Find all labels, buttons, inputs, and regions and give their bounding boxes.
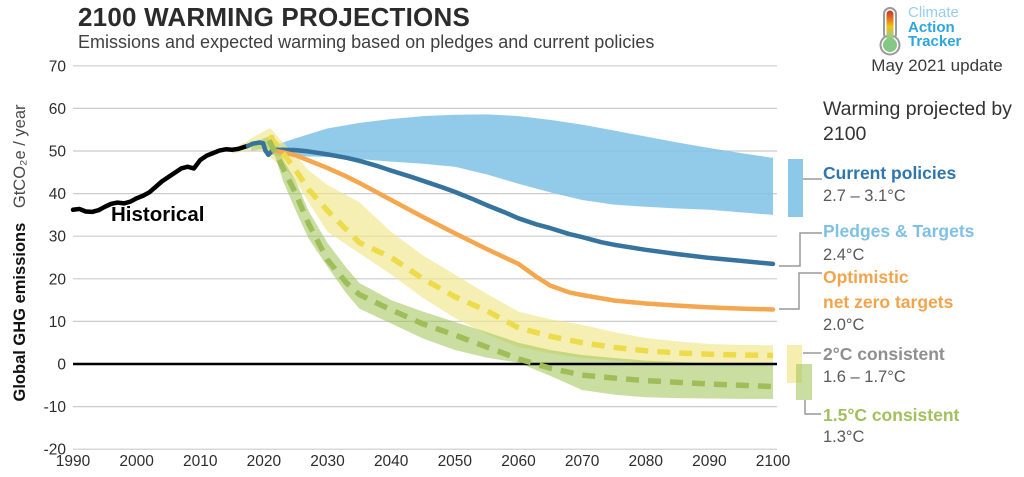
- svg-text:10: 10: [49, 314, 67, 331]
- legend-temp-2c-consistent: 1.6 – 1.7°C: [823, 368, 906, 386]
- svg-text:2040: 2040: [374, 453, 409, 470]
- line-optimistic: [271, 148, 776, 312]
- logo-word-action: Action: [908, 18, 955, 36]
- historical-series-label: Historical: [111, 203, 205, 226]
- y-axis-tick-labels: 70 60 50 40 30 20 10 0 -10 -20: [44, 58, 67, 458]
- conn-pledges: [779, 232, 822, 267]
- y-axis-title-bold: Global GHG emissions: [11, 222, 29, 402]
- svg-text:2100: 2100: [756, 453, 791, 470]
- conn-optimistic: [779, 272, 822, 310]
- svg-text:2020: 2020: [247, 453, 282, 470]
- legend-label-optimistic-line1: Optimistic: [823, 267, 909, 287]
- logo-wordmark: Climate Action Tracker: [908, 4, 962, 50]
- legend-label-15c-consistent: 1.5°C consistent: [823, 405, 960, 425]
- svg-text:70: 70: [49, 58, 67, 75]
- logo-word-climate: Climate: [908, 4, 959, 21]
- svg-text:2010: 2010: [183, 453, 218, 470]
- svg-text:2080: 2080: [628, 453, 663, 470]
- band-current-policies: [269, 114, 773, 215]
- line-15c: [266, 139, 774, 390]
- svg-text:30: 30: [49, 229, 67, 246]
- page-title: 2100 WARMING PROJECTIONS: [78, 2, 470, 32]
- legend-label-optimistic-line2: net zero targets: [823, 292, 954, 312]
- svg-text:40: 40: [49, 186, 67, 203]
- line-historical: [70, 143, 251, 215]
- thermometer-icon: [879, 7, 901, 56]
- legend-temp-15c-consistent: 1.3°C: [823, 428, 865, 446]
- logo-word-tracker: Tracker: [908, 33, 962, 50]
- legend-temp-pledges-targets: 2.4°C: [823, 246, 865, 264]
- legend-temp-current-policies: 2.7 – 3.1°C: [823, 187, 906, 205]
- svg-text:20: 20: [49, 271, 67, 288]
- x-axis-tick-labels: 1990 2000 2010 2020 2030 2040 2050 2060 2070 2080…: [56, 453, 791, 470]
- swatch-15c: [796, 364, 812, 400]
- svg-text:2090: 2090: [692, 453, 727, 470]
- legend-label-current-policies: Current policies: [823, 163, 957, 183]
- y-axis-title: Global GHG emissions GtCO₂e / year: [11, 53, 31, 453]
- update-date: May 2021 update: [871, 56, 1003, 75]
- svg-text:-10: -10: [44, 399, 67, 416]
- svg-text:2070: 2070: [565, 453, 600, 470]
- svg-text:1990: 1990: [56, 453, 91, 470]
- legend-temp-optimistic: 2.0°C: [823, 316, 865, 334]
- svg-text:2060: 2060: [501, 453, 536, 470]
- svg-text:2050: 2050: [438, 453, 473, 470]
- legend-label-2c-consistent: 2°C consistent: [823, 344, 945, 364]
- legend-label-pledges-targets: Pledges & Targets: [823, 221, 975, 241]
- svg-text:60: 60: [49, 101, 67, 118]
- conn-15c: [804, 400, 821, 415]
- svg-text:-20: -20: [44, 442, 67, 459]
- line-2c: [266, 134, 774, 359]
- svg-text:50: 50: [49, 144, 67, 161]
- svg-text:0: 0: [57, 357, 66, 374]
- svg-text:2000: 2000: [119, 453, 154, 470]
- page-subtitle: Emissions and expected warming based on …: [78, 32, 655, 52]
- swatch-current-policies: [788, 159, 803, 217]
- line-pledges: [245, 140, 776, 267]
- legend-heading: Warming projected by 2100: [823, 98, 1012, 145]
- svg-text:2030: 2030: [310, 453, 345, 470]
- y-axis-title-unit: GtCO₂e / year: [11, 104, 29, 209]
- band-15c: [251, 134, 773, 399]
